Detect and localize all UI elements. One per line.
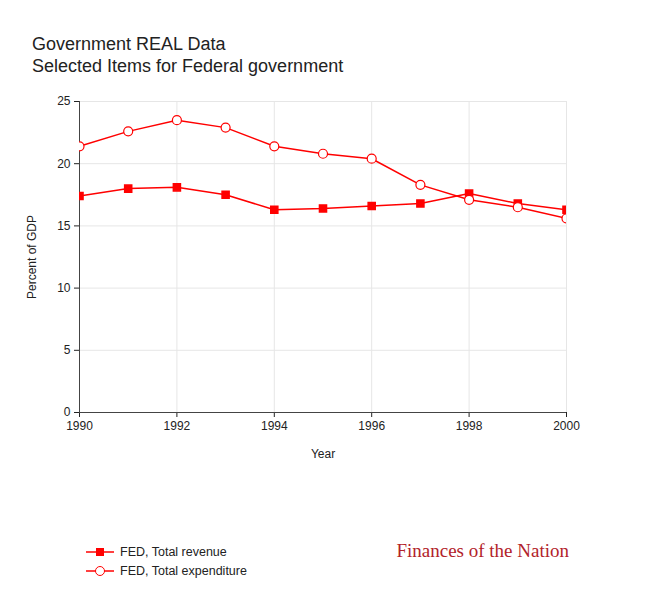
svg-text:Year: Year [311,447,335,461]
html-text:Finances of the Nation: Finances of the Nation [396,540,569,561]
svg-text:Percent of GDP: Percent of GDP [25,215,39,299]
html-text:FED, Total revenue: FED, Total revenue [120,544,227,559]
svg-text:2000: 2000 [553,419,580,433]
svg-text:1994: 1994 [261,419,288,433]
html-text:Government REAL Data: Government REAL Data [32,34,226,54]
svg-text:0: 0 [64,405,71,419]
html-text:Selected Items for Federal gov: Selected Items for Federal government [32,56,344,76]
html-text:FED, Total expenditure: FED, Total expenditure [120,563,247,578]
svg-text:1996: 1996 [358,419,385,433]
svg-text:20: 20 [57,157,71,171]
svg-text:10: 10 [57,281,71,295]
svg-text:1990: 1990 [66,419,93,433]
svg-text:1998: 1998 [456,419,483,433]
svg-text:15: 15 [57,219,71,233]
svg-text:1992: 1992 [164,419,191,433]
svg-text:25: 25 [57,94,71,108]
svg-text:5: 5 [64,343,71,357]
